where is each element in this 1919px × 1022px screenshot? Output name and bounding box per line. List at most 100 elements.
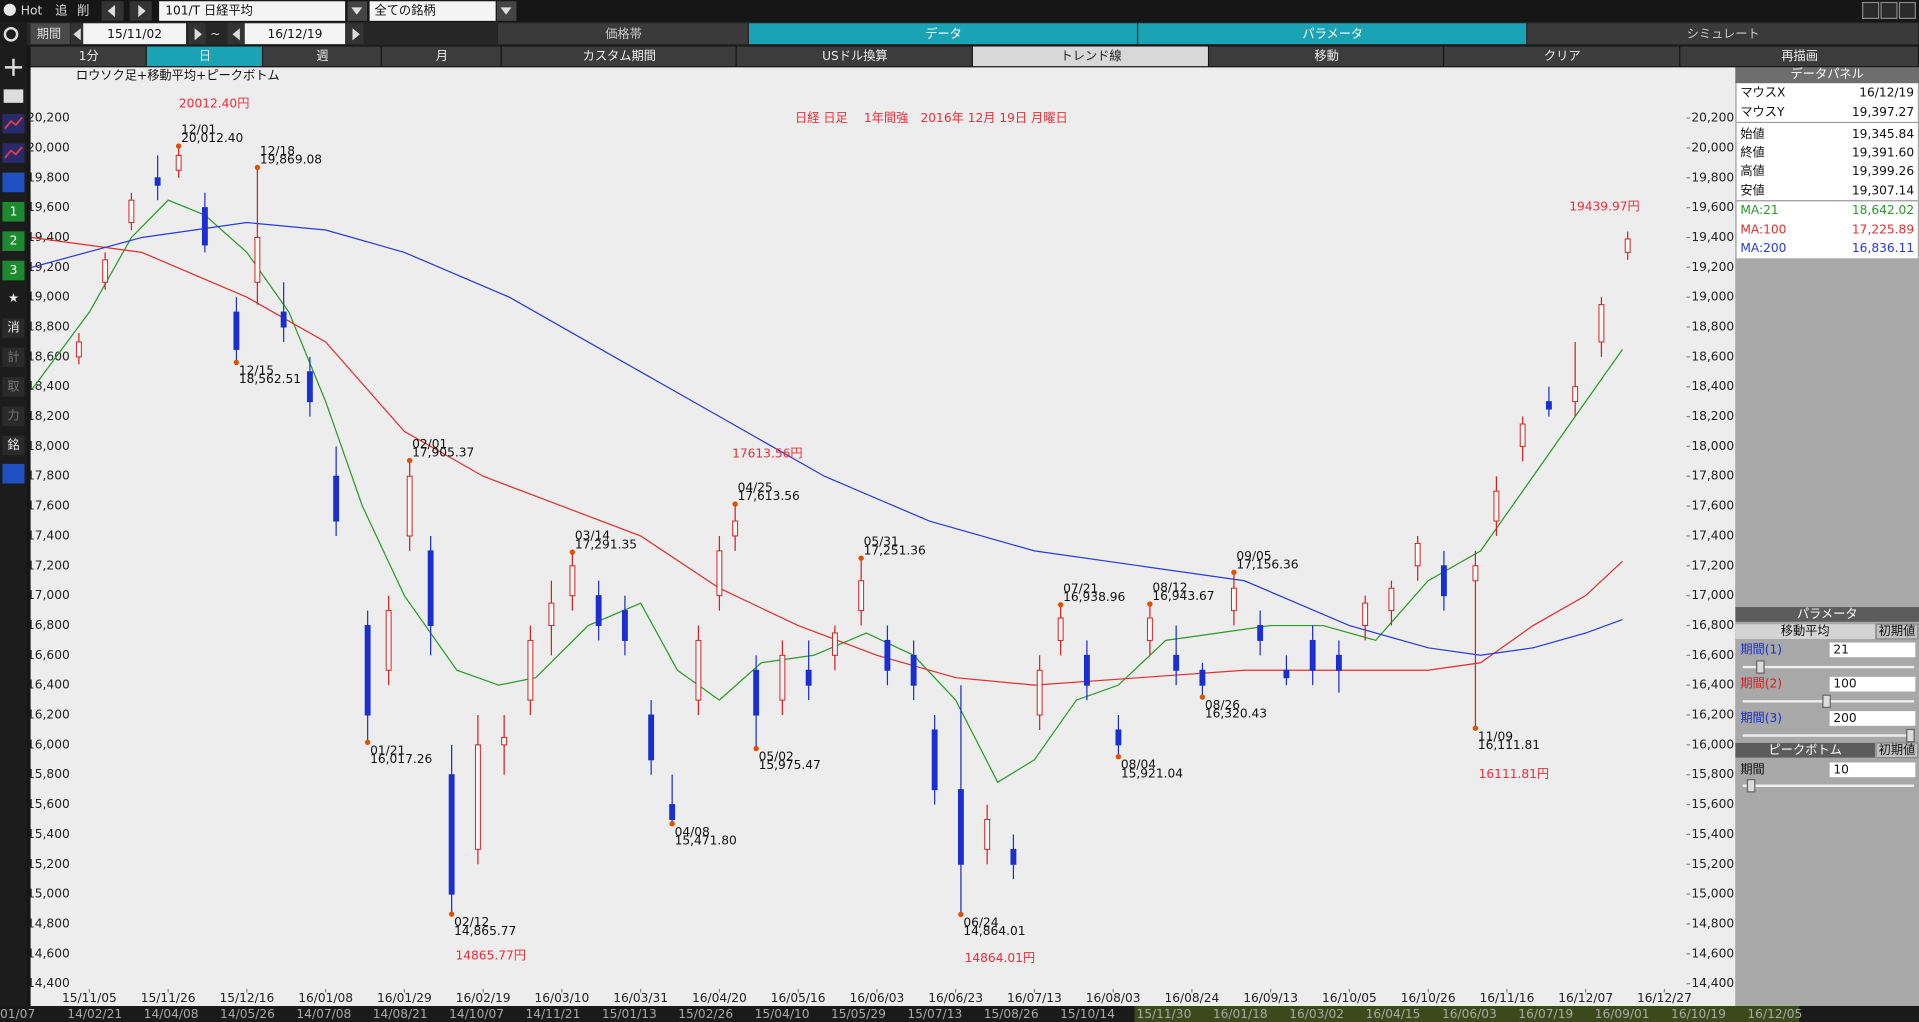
period-input[interactable] — [1829, 642, 1916, 658]
side-tool-label: 力 — [7, 409, 19, 423]
peak-marker — [958, 911, 964, 918]
overview-label: 15/04/10 — [755, 1007, 810, 1021]
toolbar-button[interactable] — [1444, 46, 1680, 67]
tab[interactable] — [1527, 23, 1918, 45]
toolbar-button[interactable] — [381, 46, 501, 67]
overview-label: 15/08/26 — [984, 1007, 1039, 1021]
tab[interactable] — [1138, 23, 1527, 45]
y2-tick-label: 17,200 — [1691, 558, 1734, 572]
x-tick-label: 16/02/19 — [456, 991, 511, 1005]
toolbar-button[interactable] — [1209, 46, 1443, 67]
slider-thumb[interactable] — [1822, 694, 1831, 709]
period-input[interactable] — [1829, 676, 1916, 692]
candle-body — [75, 341, 82, 358]
side-tool[interactable] — [2, 406, 25, 426]
y-tick-label: 16,600 — [27, 648, 70, 662]
peak-period-value: 10 — [1833, 762, 1849, 776]
candle-body — [648, 714, 655, 761]
peak-date: 02/12 — [454, 915, 489, 929]
toolbar-button[interactable] — [263, 46, 381, 67]
window-button[interactable] — [1898, 1, 1916, 20]
candle-body — [333, 475, 340, 522]
overview-label: 16/12/05 — [1747, 1007, 1802, 1021]
y-tick-label: 15,800 — [27, 767, 70, 781]
peak-period-input[interactable] — [1829, 762, 1916, 778]
toolbar-button[interactable] — [146, 46, 262, 67]
peak-date: 01/21 — [370, 743, 405, 757]
candle-body — [1199, 669, 1206, 686]
slider-thumb[interactable] — [1756, 660, 1765, 674]
hot-button[interactable]: Hot — [21, 4, 43, 18]
side-tool[interactable] — [2, 376, 25, 397]
tab[interactable] — [498, 23, 748, 45]
x-tick-label: 16/08/24 — [1164, 991, 1219, 1005]
overview-selection[interactable] — [1134, 1006, 1800, 1022]
overview-label: 16/03/02 — [1289, 1007, 1344, 1021]
side-tool[interactable] — [2, 318, 25, 338]
candle-body — [1362, 602, 1369, 626]
delete-button[interactable]: 削 — [77, 4, 89, 18]
candle-body — [831, 632, 838, 656]
toolbar-button[interactable] — [30, 46, 146, 67]
period-input[interactable] — [1829, 711, 1916, 726]
side-tool[interactable] — [2, 347, 25, 368]
peak-label: 17,251.36 — [864, 543, 926, 557]
settings-tool[interactable] — [2, 463, 25, 484]
slider-thumb[interactable] — [1746, 779, 1756, 793]
y-tick-label: 19,400 — [27, 230, 70, 244]
end-date: 16/12/19 — [268, 27, 323, 41]
period-value: 200 — [1833, 711, 1856, 725]
end-date-box[interactable] — [244, 23, 346, 45]
peak-label: 20,012.40 — [181, 131, 243, 145]
tilde: ~ — [210, 27, 220, 41]
toolbar-button-label: 再描画 — [1781, 49, 1818, 63]
side-tool-label: 計 — [7, 349, 19, 364]
flag-tool[interactable] — [2, 172, 25, 193]
candle-body — [1493, 490, 1500, 522]
candle-body — [858, 580, 865, 612]
toolbar-button-label: カスタム期間 — [583, 49, 656, 63]
side-tool[interactable] — [2, 260, 25, 281]
window-button[interactable] — [1862, 1, 1880, 20]
candle-body — [1115, 729, 1122, 746]
chart-title: 日経 日足 1年間強 2016年 12月 19日 月曜日 — [795, 111, 1068, 125]
y2-tick-label: 15,000 — [1691, 887, 1734, 901]
overview-label: 14/08/21 — [373, 1007, 428, 1021]
reset-button[interactable] — [1875, 623, 1919, 640]
camera-icon[interactable] — [3, 89, 24, 103]
peak-section-title: ピークボトム — [1769, 743, 1842, 757]
toolbar-button[interactable] — [972, 46, 1208, 67]
y2-tick-label: 19,400 — [1691, 230, 1734, 244]
tab[interactable] — [748, 23, 1137, 45]
candle-body — [527, 639, 534, 701]
start-date-box[interactable] — [83, 23, 187, 45]
toolbar-button[interactable] — [1680, 46, 1918, 67]
arrow-icon — [73, 28, 81, 41]
toolbar-button[interactable] — [501, 46, 736, 67]
candle-body — [1414, 542, 1421, 567]
x-tick-label: 15/11/05 — [62, 991, 117, 1005]
y2-tick-label: 19,600 — [1691, 200, 1734, 214]
reset-label: 初期値 — [1879, 623, 1916, 638]
side-tool[interactable] — [2, 231, 25, 251]
symbol-box[interactable] — [159, 1, 346, 21]
window-button[interactable] — [1880, 1, 1898, 20]
ma-section-header — [1735, 624, 1875, 639]
slider-thumb[interactable] — [1906, 728, 1915, 743]
reset-label: 初期値 — [1879, 742, 1916, 757]
side-tool[interactable] — [2, 201, 25, 222]
add-button[interactable]: 追 — [55, 3, 67, 18]
peak-marker — [1472, 725, 1479, 731]
universe-box[interactable] — [369, 1, 496, 21]
side-tool[interactable] — [2, 435, 25, 456]
overview-label: 15/10/14 — [1060, 1007, 1115, 1021]
overview-label: 15/11/30 — [1136, 1007, 1191, 1021]
peak-label: 19,869.08 — [260, 153, 322, 167]
x-tick-label: 16/03/10 — [534, 991, 589, 1005]
y-tick-label: 14,800 — [27, 916, 70, 930]
data-label: 終値 — [1740, 145, 1764, 160]
toolbar-button[interactable] — [736, 46, 972, 67]
y2-tick-label: 19,200 — [1691, 260, 1734, 274]
reset-button[interactable] — [1875, 742, 1919, 759]
peak-label: 17,905.37 — [412, 446, 474, 460]
